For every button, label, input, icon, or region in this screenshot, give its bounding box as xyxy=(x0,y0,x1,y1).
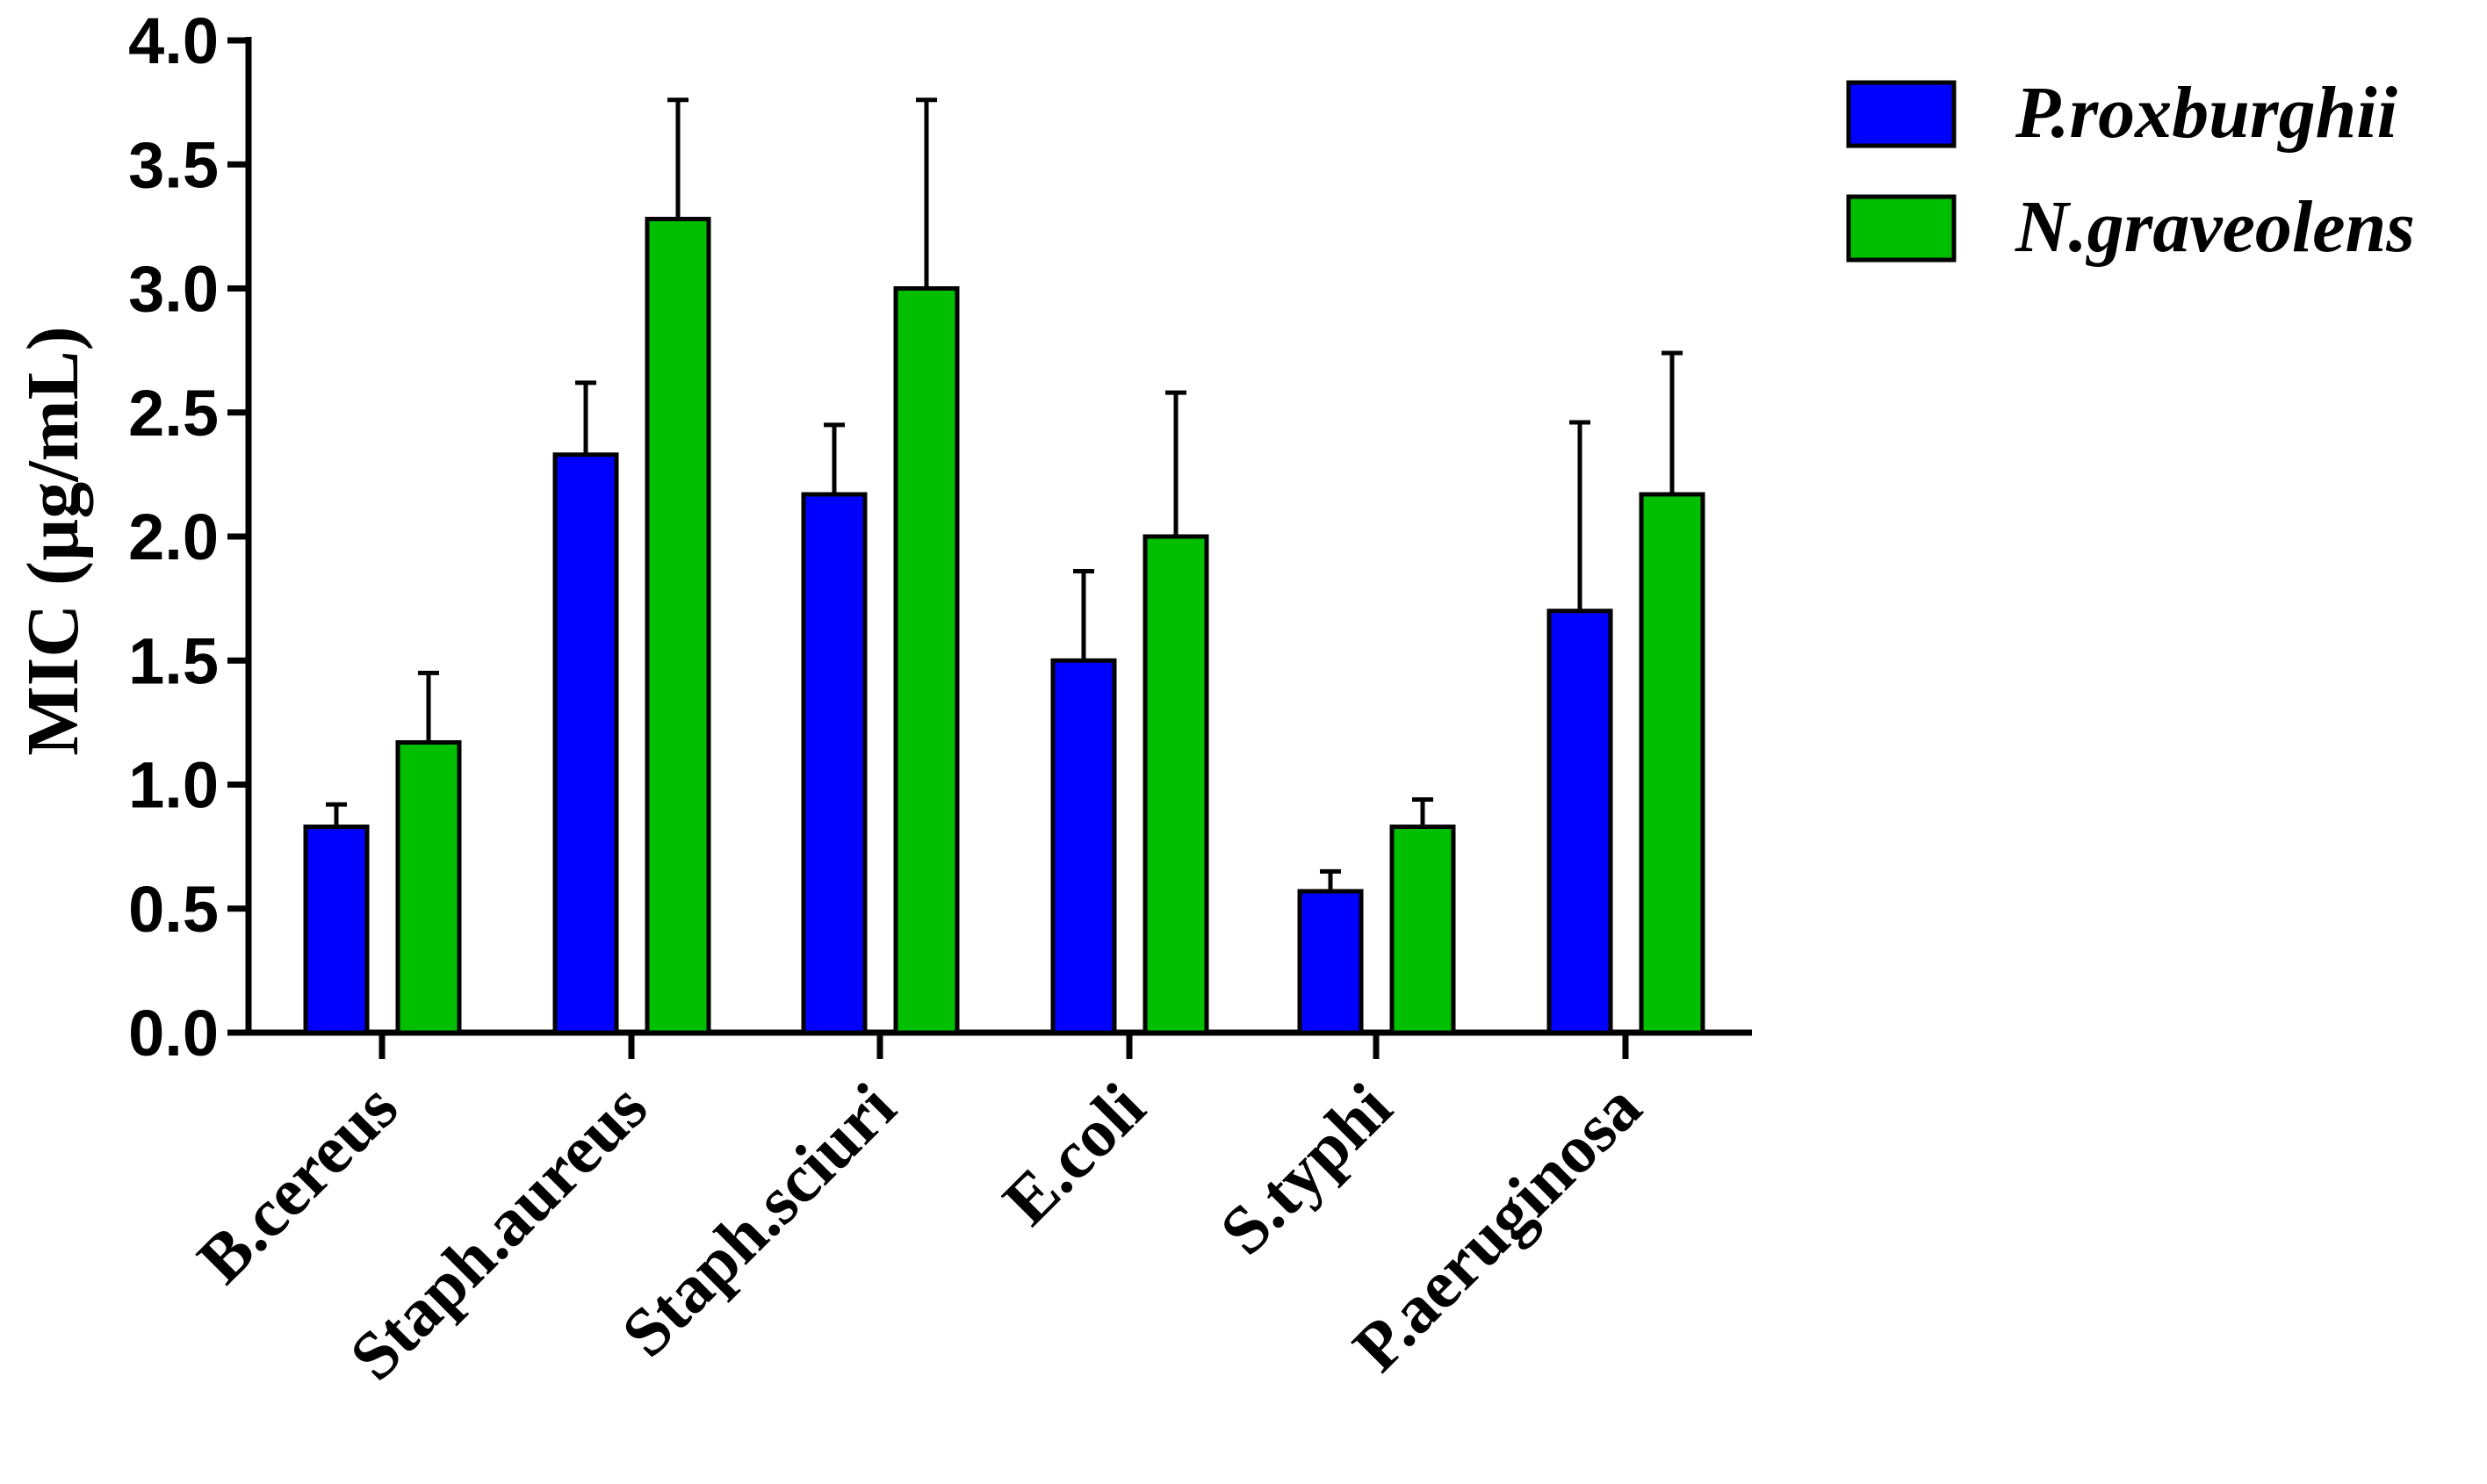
legend: P.roxburghii N.graveolens xyxy=(1846,72,2415,268)
y-tick-label: 0.5 xyxy=(128,873,219,946)
y-tick-label: 2.0 xyxy=(128,501,219,573)
bar xyxy=(395,739,462,1035)
legend-label: N.graveolens xyxy=(2015,186,2415,268)
legend-swatch xyxy=(1846,80,1957,148)
y-tick-label: 3.0 xyxy=(128,253,219,326)
y-tick-label: 2.5 xyxy=(128,377,219,450)
bar xyxy=(303,825,370,1035)
y-tick-label: 0.0 xyxy=(128,997,219,1070)
bar xyxy=(1297,889,1364,1035)
bar xyxy=(645,216,711,1035)
x-tick-label: E.coli xyxy=(988,1069,1159,1240)
bar xyxy=(893,286,960,1035)
y-tick-label: 4.0 xyxy=(128,4,219,77)
y-tick-label: 3.5 xyxy=(128,128,219,201)
bar xyxy=(552,452,619,1035)
bar xyxy=(1143,534,1209,1035)
y-tick-label: 1.5 xyxy=(128,624,219,697)
bar xyxy=(1050,658,1117,1035)
legend-swatch xyxy=(1846,194,1957,263)
x-tick-label: B.cereus xyxy=(183,1069,412,1298)
legend-label: P.roxburghii xyxy=(2015,72,2397,154)
bar xyxy=(1639,492,1705,1035)
axes: 0.0 0.5 1.0 1.5 2.0 2.5 3.0 3.5 4.0 MIC (µg/mL) B.… xyxy=(12,4,1752,1394)
y-tick-label: 1.0 xyxy=(128,749,219,822)
y-axis-title: MIC (µg/mL) xyxy=(12,326,94,755)
x-tick-label: S.typhi xyxy=(1205,1069,1406,1270)
bars xyxy=(303,97,1705,1035)
bar xyxy=(1546,609,1613,1035)
bar xyxy=(801,492,868,1035)
bar xyxy=(1389,825,1456,1035)
